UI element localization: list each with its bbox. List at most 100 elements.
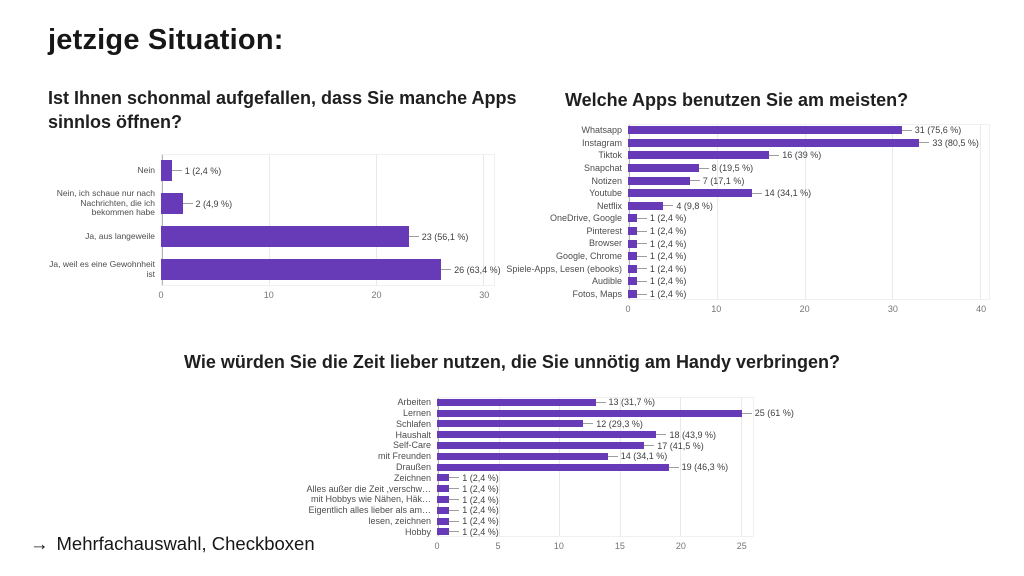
bar-row: 14 (34,1 %) <box>437 451 754 462</box>
bar <box>437 398 596 406</box>
category-label: Draußen <box>395 462 431 472</box>
axis-tick-label: 30 <box>479 290 490 300</box>
leader-line <box>751 192 762 194</box>
bar <box>628 290 637 299</box>
leader-line <box>583 423 594 425</box>
leader-line <box>636 230 647 232</box>
category-label: Fotos, Maps <box>572 288 622 299</box>
bar-row: 1 (2,4 %) <box>628 263 990 276</box>
leader-line <box>182 203 193 204</box>
chart-body: Whatsapp Instagram Tiktok Snapchat Notizen Yo… <box>500 124 990 301</box>
leader-line <box>636 217 647 219</box>
axis-tick-label: 25 <box>736 541 747 552</box>
bar <box>628 277 637 286</box>
value-label: 1 (2,4 %) <box>184 165 222 176</box>
bar <box>437 463 669 471</box>
arrow-right-icon: → <box>30 533 49 554</box>
bar-row: 1 (2,4 %) <box>628 250 990 263</box>
leader-line <box>769 154 780 156</box>
category-label: Zeichnen <box>393 472 431 483</box>
gridline <box>804 125 806 300</box>
category-label: Google, Chrome <box>555 251 622 262</box>
category-label: lesen, zeichnen <box>368 515 431 526</box>
value-label: 33 (80,5 %) <box>932 137 979 148</box>
chart2-question: Welche Apps benutzen Sie am meisten? <box>565 90 909 110</box>
bar-row: 18 (43,9 %) <box>437 429 754 440</box>
gridline <box>680 398 682 537</box>
value-label: 1 (2,4 %) <box>462 516 499 527</box>
value-label: 1 (2,4 %) <box>649 251 687 262</box>
bar-row: 1 (2,4 %) <box>628 275 990 288</box>
value-label: 1 (2,4 %) <box>649 263 687 274</box>
axis-tick-label: 20 <box>371 290 382 300</box>
gridline <box>892 125 894 300</box>
axis-tick-label: 0 <box>158 290 164 300</box>
bar <box>437 517 450 525</box>
leader-line <box>919 142 930 144</box>
axis-tick-label: 10 <box>553 541 564 552</box>
axis-tick-label: 20 <box>799 304 810 315</box>
bar <box>628 176 690 185</box>
bar-row: 1 (2,4 %) <box>628 288 990 301</box>
bar <box>437 452 608 460</box>
value-label: 1 (2,4 %) <box>462 494 499 505</box>
value-label: 1 (2,4 %) <box>649 213 687 224</box>
chart-meistbenutzte-apps: Whatsapp Instagram Tiktok Snapchat Notizen Yo… <box>500 124 990 314</box>
category-label: mit Freunden <box>377 451 431 462</box>
bar-row: 33 (80,5 %) <box>628 137 990 150</box>
gridline <box>376 155 378 285</box>
category-label: Snapchat <box>583 162 622 173</box>
value-label: 1 (2,4 %) <box>649 289 687 300</box>
value-label: 4 (9,8 %) <box>676 200 713 211</box>
bar <box>437 496 450 504</box>
category-label: Self-Care <box>392 440 431 451</box>
bar-row: 1 (2,4 %) <box>437 505 754 516</box>
leader-line <box>636 268 647 270</box>
bar-row: 8 (19,5 %) <box>628 162 990 175</box>
footnote: → Mehrfachauswahl, Checkboxen <box>30 533 315 555</box>
bar-row: 2 (4,9 %) <box>161 187 495 220</box>
leader-line <box>449 531 460 533</box>
category-label: Alles außer die Zeit ,verschw… <box>306 483 431 494</box>
value-label: 14 (34,1 %) <box>764 188 812 199</box>
category-label: Whatsapp <box>581 125 622 136</box>
bar-row: 1 (2,4 %) <box>628 212 990 225</box>
x-axis: 0 10 20 30 <box>158 286 495 300</box>
category-label: Audible <box>591 276 622 287</box>
category-label: Nein, ich schaue nur nach Nachrichten, d… <box>56 187 155 218</box>
axis-tick-label: 0 <box>434 541 440 552</box>
bar-row: 4 (9,8 %) <box>628 200 990 213</box>
axis-tick-label: 0 <box>625 304 631 315</box>
category-label: Schlafen <box>395 418 431 429</box>
leader-line <box>698 167 709 169</box>
leader-line <box>449 520 460 522</box>
bar <box>628 151 770 160</box>
bar <box>437 528 450 536</box>
bar-row: 16 (39 %) <box>628 149 990 162</box>
leader-line <box>449 499 460 501</box>
bar-row: 1 (2,4 %) <box>437 483 754 494</box>
leader-line <box>636 255 647 257</box>
category-labels: Whatsapp Instagram Tiktok Snapchat Notizen Yo… <box>500 124 628 300</box>
value-label: 1 (2,4 %) <box>649 226 687 237</box>
bar <box>628 164 699 173</box>
bar <box>628 201 664 210</box>
plot-area: 13 (31,7 %) 25 (61 %) 12 (29,3 %) 18 (43,9 … <box>437 397 794 538</box>
value-label: 1 (2,4 %) <box>649 276 687 287</box>
bar <box>161 193 183 214</box>
x-axis: 0 5 10 15 20 25 <box>434 537 754 552</box>
bar-row: 1 (2,4 %) <box>437 473 754 484</box>
bar-row: 26 (63,4 %) <box>161 253 501 286</box>
axis-tick-label: 5 <box>495 541 501 552</box>
category-label: Browser <box>588 238 622 249</box>
category-label: Hobby <box>404 526 431 537</box>
bar-row: 12 (29,3 %) <box>437 419 754 430</box>
gridline <box>740 398 742 537</box>
leader-line <box>663 205 674 207</box>
value-label: 1 (2,4 %) <box>462 526 499 537</box>
chart3-question: Wie würden Sie die Zeit lieber nutzen, d… <box>184 352 840 372</box>
bar <box>628 214 637 223</box>
value-label: 31 (75,6 %) <box>914 125 962 136</box>
leader-line <box>171 170 182 171</box>
bar-row: 1 (2,4 %) <box>161 154 495 187</box>
